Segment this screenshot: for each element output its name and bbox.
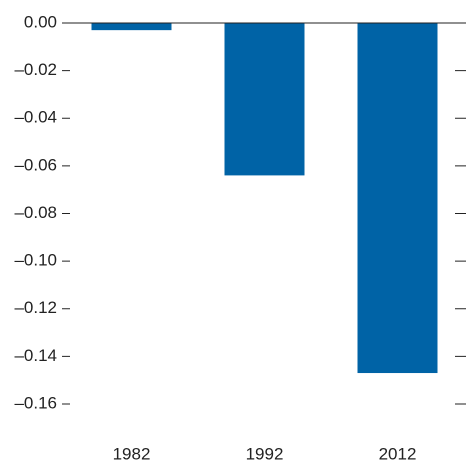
y-tick-label: –0.04 xyxy=(14,108,57,127)
x-tick-label: 2012 xyxy=(379,444,417,463)
y-tick-label: –0.10 xyxy=(14,251,57,270)
bar xyxy=(357,23,438,374)
y-tick-label: –0.16 xyxy=(14,393,57,412)
y-tick-label: –0.02 xyxy=(14,60,57,79)
y-tick-label: –0.08 xyxy=(14,203,57,222)
x-tick-label: 1992 xyxy=(246,444,284,463)
x-tick-label: 1982 xyxy=(113,444,151,463)
bar xyxy=(224,23,305,176)
y-tick-label: –0.06 xyxy=(14,155,57,174)
y-tick-label: –0.14 xyxy=(14,346,57,365)
y-tick-label: 0.00 xyxy=(24,12,57,31)
y-tick-label: –0.12 xyxy=(14,298,57,317)
bar xyxy=(91,23,172,31)
